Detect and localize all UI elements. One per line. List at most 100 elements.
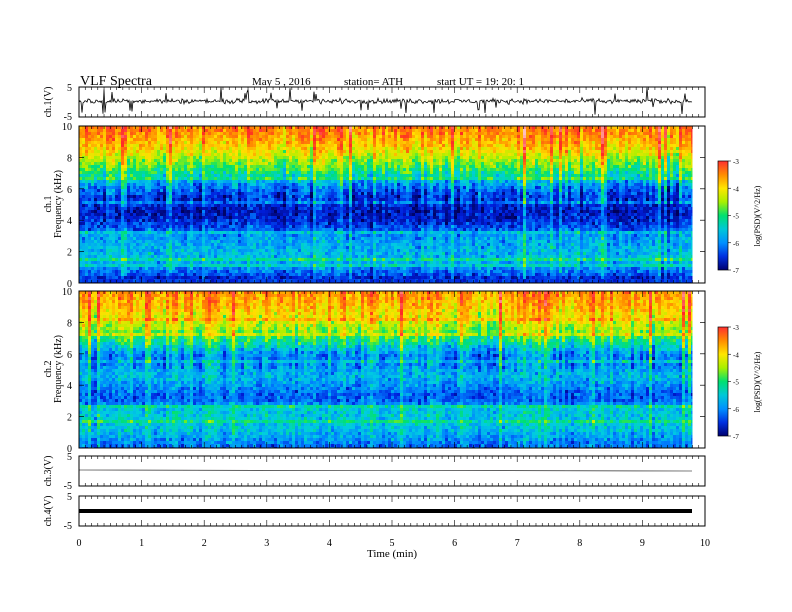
spectrogram-cell (346, 207, 350, 211)
spectrogram-cell (352, 153, 356, 157)
spectrogram-cell (316, 129, 320, 133)
spectrogram-cell (154, 204, 158, 208)
spectrogram-cell (94, 165, 98, 169)
spectrogram-cell (247, 243, 251, 247)
spectrogram-cell (259, 174, 263, 178)
spectrogram-cell (118, 231, 122, 235)
spectrogram-cell (175, 189, 179, 193)
spectrogram-cell (178, 153, 182, 157)
spectrogram-cell (325, 171, 329, 175)
spectrogram-cell (259, 168, 263, 172)
spectrogram-cell (283, 252, 287, 256)
spectrogram-cell (274, 219, 278, 223)
spectrogram-cell (352, 237, 356, 241)
spectrogram-cell (340, 156, 344, 160)
spectrogram-cell (346, 198, 350, 202)
spectrogram-cell (211, 129, 215, 133)
spectrogram-cell (184, 243, 188, 247)
spectrogram-cell (283, 195, 287, 199)
spectrogram-cell (289, 153, 293, 157)
spectrogram-cell (298, 279, 302, 283)
spectrogram-cell (193, 126, 197, 130)
spectrogram-cell (97, 201, 101, 205)
spectrogram-cell (97, 198, 101, 202)
spectrogram-cell (286, 231, 290, 235)
spectrogram-cell (244, 177, 248, 181)
spectrogram-cell (163, 192, 167, 196)
spectrogram-cell (133, 267, 137, 271)
spectrogram-cell (127, 171, 131, 175)
spectrogram-cell (214, 258, 218, 262)
spectrogram-cell (103, 126, 107, 130)
spectrogram-cell (199, 273, 203, 277)
spectrogram-cell (139, 192, 143, 196)
spectrogram-cell (217, 267, 221, 271)
spectrogram-cell (175, 204, 179, 208)
spectrogram-cell (163, 153, 167, 157)
spectrogram-cell (79, 189, 83, 193)
spectrogram-cell (223, 252, 227, 256)
spectrogram-cell (346, 261, 350, 265)
spectrogram-cell (337, 204, 341, 208)
spectrogram-cell (328, 231, 332, 235)
spectrogram-cell (322, 150, 326, 154)
spectrogram-cell (337, 243, 341, 247)
spectrogram-cell (181, 225, 185, 229)
spectrogram-cell (169, 159, 173, 163)
spectrogram-cell (301, 162, 305, 166)
spectrogram-cell (208, 267, 212, 271)
spectrogram-cell (250, 192, 254, 196)
spectrogram-cell (331, 138, 335, 142)
spectrogram-cell (166, 279, 170, 283)
spectrogram-cell (274, 246, 278, 250)
spectrogram-cell (130, 261, 134, 265)
ch1-wave-tick-top: 5 (67, 83, 72, 94)
spectrogram-cell (328, 255, 332, 259)
spectrogram-cell (358, 171, 362, 175)
spectrogram-cell (166, 129, 170, 133)
spectrogram-cell (133, 171, 137, 175)
spectrogram-cell (355, 132, 359, 136)
spectrogram-cell (94, 138, 98, 142)
spectrogram-cell (115, 204, 119, 208)
spectrogram-cell (190, 258, 194, 262)
spectrogram-cell (241, 237, 245, 241)
spectrogram-cell (325, 186, 329, 190)
spectrogram-cell (196, 255, 200, 259)
spectrogram-cell (133, 150, 137, 154)
spectrogram-cell (241, 144, 245, 148)
spectrogram-cell (202, 264, 206, 268)
spectrogram-cell (265, 132, 269, 136)
spectrogram-cell (274, 144, 278, 148)
spectrogram-cell (133, 228, 137, 232)
spectrogram-cell (88, 156, 92, 160)
spectrogram-cell (172, 225, 176, 229)
spectrogram-cell (154, 186, 158, 190)
spectrogram-cell (220, 159, 224, 163)
spectrogram-cell (145, 129, 149, 133)
spectrogram-cell (253, 246, 257, 250)
spectrogram-cell (223, 207, 227, 211)
spectrogram-cell (259, 204, 263, 208)
spectrogram-cell (157, 165, 161, 169)
spectrogram-cell (247, 201, 251, 205)
spectrogram-cell (322, 213, 326, 217)
spectrogram-cell (91, 189, 95, 193)
spectrogram-cell (352, 240, 356, 244)
spectrogram-cell (268, 141, 272, 145)
spectrogram-cell (301, 129, 305, 133)
spectrogram-cell (169, 231, 173, 235)
spectrogram-cell (274, 267, 278, 271)
spectrogram-cell (328, 216, 332, 220)
spectrogram-cell (220, 249, 224, 253)
spectrogram-cell (199, 177, 203, 181)
spectrogram-cell (286, 243, 290, 247)
spectrogram-cell (286, 252, 290, 256)
spectrogram-cell (349, 141, 353, 145)
spectrogram-cell (187, 267, 191, 271)
spectrogram-cell (295, 222, 299, 226)
spectrogram-cell (358, 243, 362, 247)
spectrogram-cell (115, 249, 119, 253)
spectrogram-cell (196, 162, 200, 166)
spectrogram-cell (136, 126, 140, 130)
